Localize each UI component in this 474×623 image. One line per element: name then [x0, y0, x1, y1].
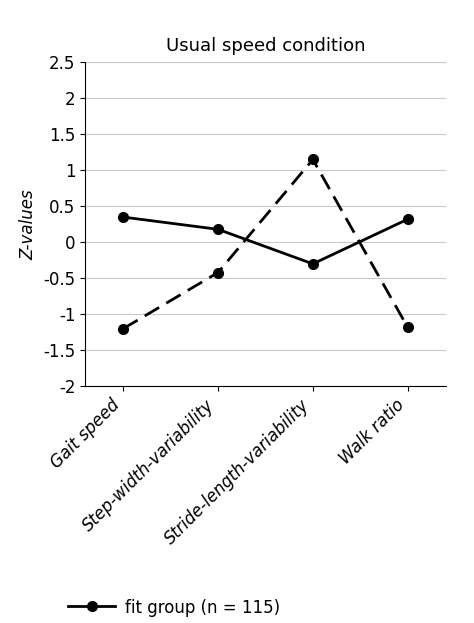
Y-axis label: Z-values: Z-values	[20, 189, 38, 260]
Title: Usual speed condition: Usual speed condition	[166, 37, 365, 55]
Legend: fit group (n = 115), functionally limited group (n=32): fit group (n = 115), functionally limite…	[65, 596, 405, 623]
